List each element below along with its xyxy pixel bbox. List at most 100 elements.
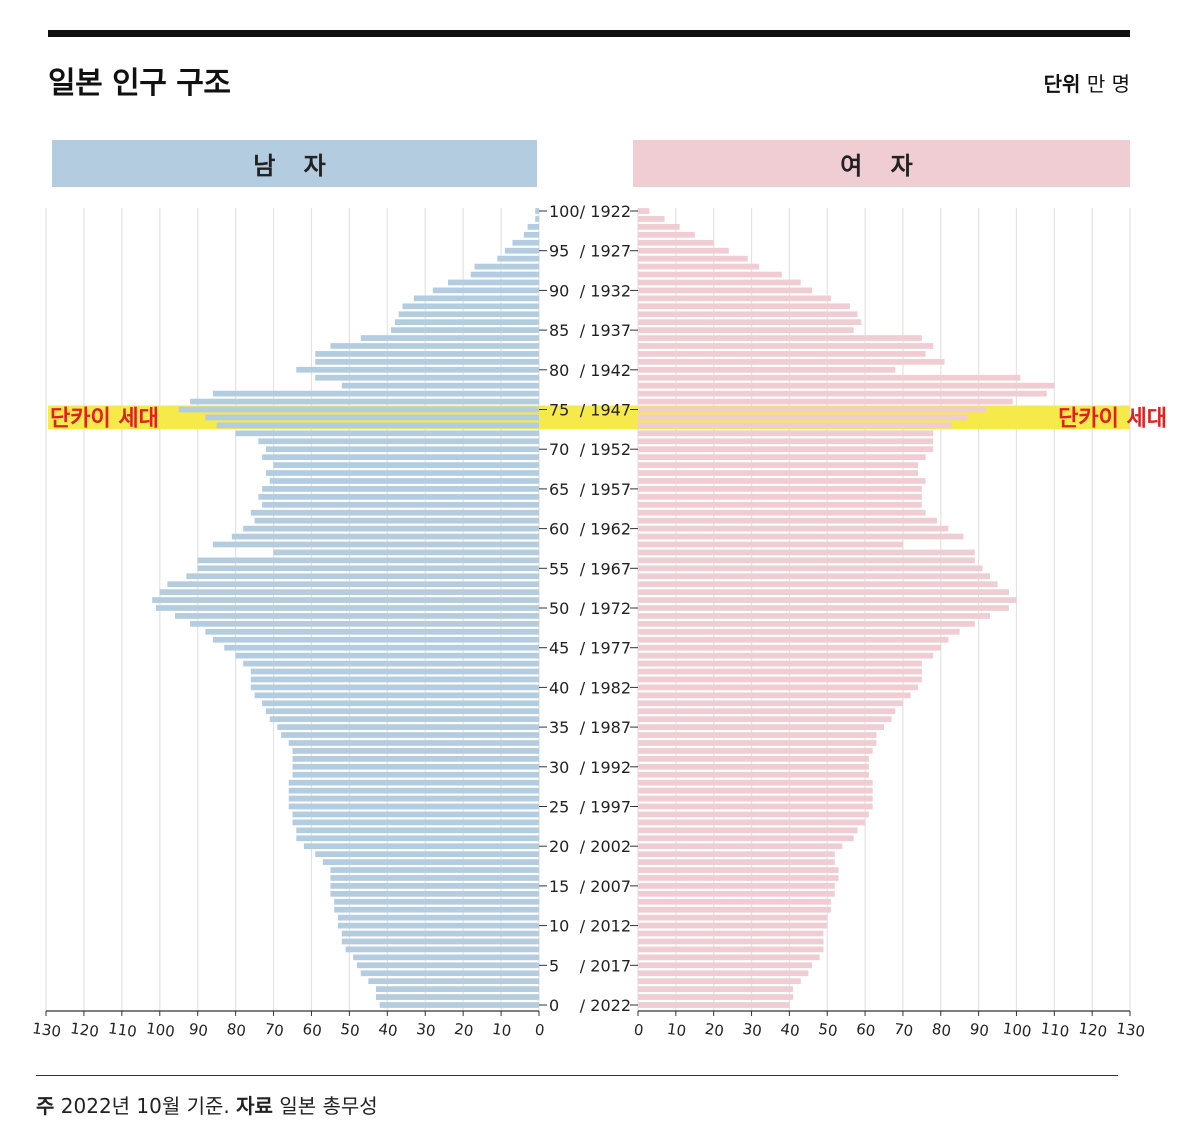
male-bar [375, 986, 539, 992]
highlight-label-right: 단카이 세대 [1058, 406, 1167, 431]
age-year-label: / 2022 [580, 996, 631, 1015]
female-bar [638, 263, 760, 270]
male-bar [338, 922, 539, 929]
age-year-label: 100 [549, 202, 580, 221]
female-bar [638, 970, 809, 977]
male-bar [277, 724, 539, 730]
age-year-label: 70 [549, 440, 569, 459]
male-bar [205, 414, 539, 421]
female-bar [638, 700, 903, 707]
male-bar [512, 239, 539, 246]
female-bar [638, 430, 934, 437]
male-x-tick-label: 80 [226, 1020, 247, 1040]
female-bar [638, 986, 794, 992]
male-bar [360, 970, 539, 977]
female-bar [638, 668, 922, 675]
female-bar [638, 565, 983, 572]
female-bar [638, 890, 835, 897]
male-bar [292, 756, 539, 762]
female-bar [638, 509, 926, 516]
male-x-tick-label: 70 [264, 1020, 285, 1040]
female-bar [638, 549, 975, 556]
male-bar [212, 636, 539, 643]
female-x-tick-label: 30 [742, 1020, 763, 1040]
female-bar [638, 994, 794, 1000]
female-bar [638, 843, 843, 850]
female-bar [638, 533, 964, 540]
male-x-tick-label: 130 [31, 1019, 62, 1041]
female-bar [638, 962, 813, 969]
male-bar [155, 605, 539, 611]
source-text: 일본 총무성 [279, 1094, 378, 1118]
age-year-label: 45 [549, 639, 569, 658]
male-bar [235, 430, 539, 437]
female-bar [638, 898, 832, 905]
male-bar [250, 668, 540, 675]
age-year-label: 95 [549, 242, 569, 261]
male-bar [432, 287, 539, 294]
age-year-label: 25 [549, 798, 569, 817]
male-bar [292, 763, 539, 770]
female-bar [638, 486, 922, 492]
female-bar [638, 883, 835, 889]
female-bar [638, 398, 1013, 405]
male-x-tick-label: 110 [107, 1019, 138, 1041]
male-bar [258, 493, 539, 500]
female-bar [638, 493, 922, 500]
male-bar [341, 930, 539, 937]
female-bar [638, 374, 1021, 381]
age-year-label: / 1982 [580, 678, 631, 697]
female-x-tick-label: 20 [704, 1020, 725, 1040]
female-bar [638, 414, 968, 421]
female-bar [638, 581, 998, 588]
male-bar [398, 311, 539, 318]
female-bar [638, 605, 1009, 611]
male-bar [523, 231, 539, 238]
age-year-label: / 1972 [580, 599, 631, 618]
age-year-label: / 1942 [580, 361, 631, 380]
age-year-label: 5 [549, 956, 559, 975]
female-x-tick-label: 100 [1002, 1019, 1033, 1041]
female-bar [638, 708, 896, 715]
female-bar [638, 819, 866, 826]
female-bar [638, 335, 922, 341]
male-bar [292, 811, 539, 818]
male-bar [258, 438, 539, 445]
male-bar [353, 954, 539, 961]
female-bar [638, 247, 729, 254]
male-bar [212, 390, 539, 397]
female-bar [638, 803, 873, 810]
male-bar [265, 708, 539, 715]
female-bar [638, 636, 949, 643]
male-bar [254, 517, 540, 524]
female-bar [638, 859, 835, 865]
male-bar [243, 660, 539, 667]
male-bar [273, 462, 539, 468]
male-bar [334, 898, 539, 905]
female-bar [638, 724, 884, 730]
female-bar [638, 827, 858, 834]
male-bar [197, 557, 539, 564]
age-year-label: / 2017 [580, 956, 631, 975]
top-rule [48, 30, 1130, 37]
male-x-tick-label: 50 [339, 1020, 360, 1040]
age-year-label: / 1937 [580, 321, 631, 340]
male-bar [330, 875, 539, 881]
female-x-tick-label: 60 [855, 1020, 876, 1040]
male-bar [235, 652, 539, 659]
male-bar [338, 914, 539, 921]
female-bar [638, 732, 877, 738]
note-text: 2022년 10월 기준. [60, 1094, 230, 1118]
female-bar [638, 208, 650, 214]
male-bar [379, 1002, 539, 1008]
male-bar [178, 406, 539, 413]
female-bar [638, 359, 945, 365]
male-bar [470, 271, 539, 278]
female-x-tick-label: 90 [969, 1020, 990, 1040]
age-year-label: / 1962 [580, 520, 631, 539]
age-year-label: / 1987 [580, 718, 631, 737]
female-bar [638, 271, 782, 278]
male-bar [330, 883, 539, 889]
male-bar [413, 295, 539, 302]
